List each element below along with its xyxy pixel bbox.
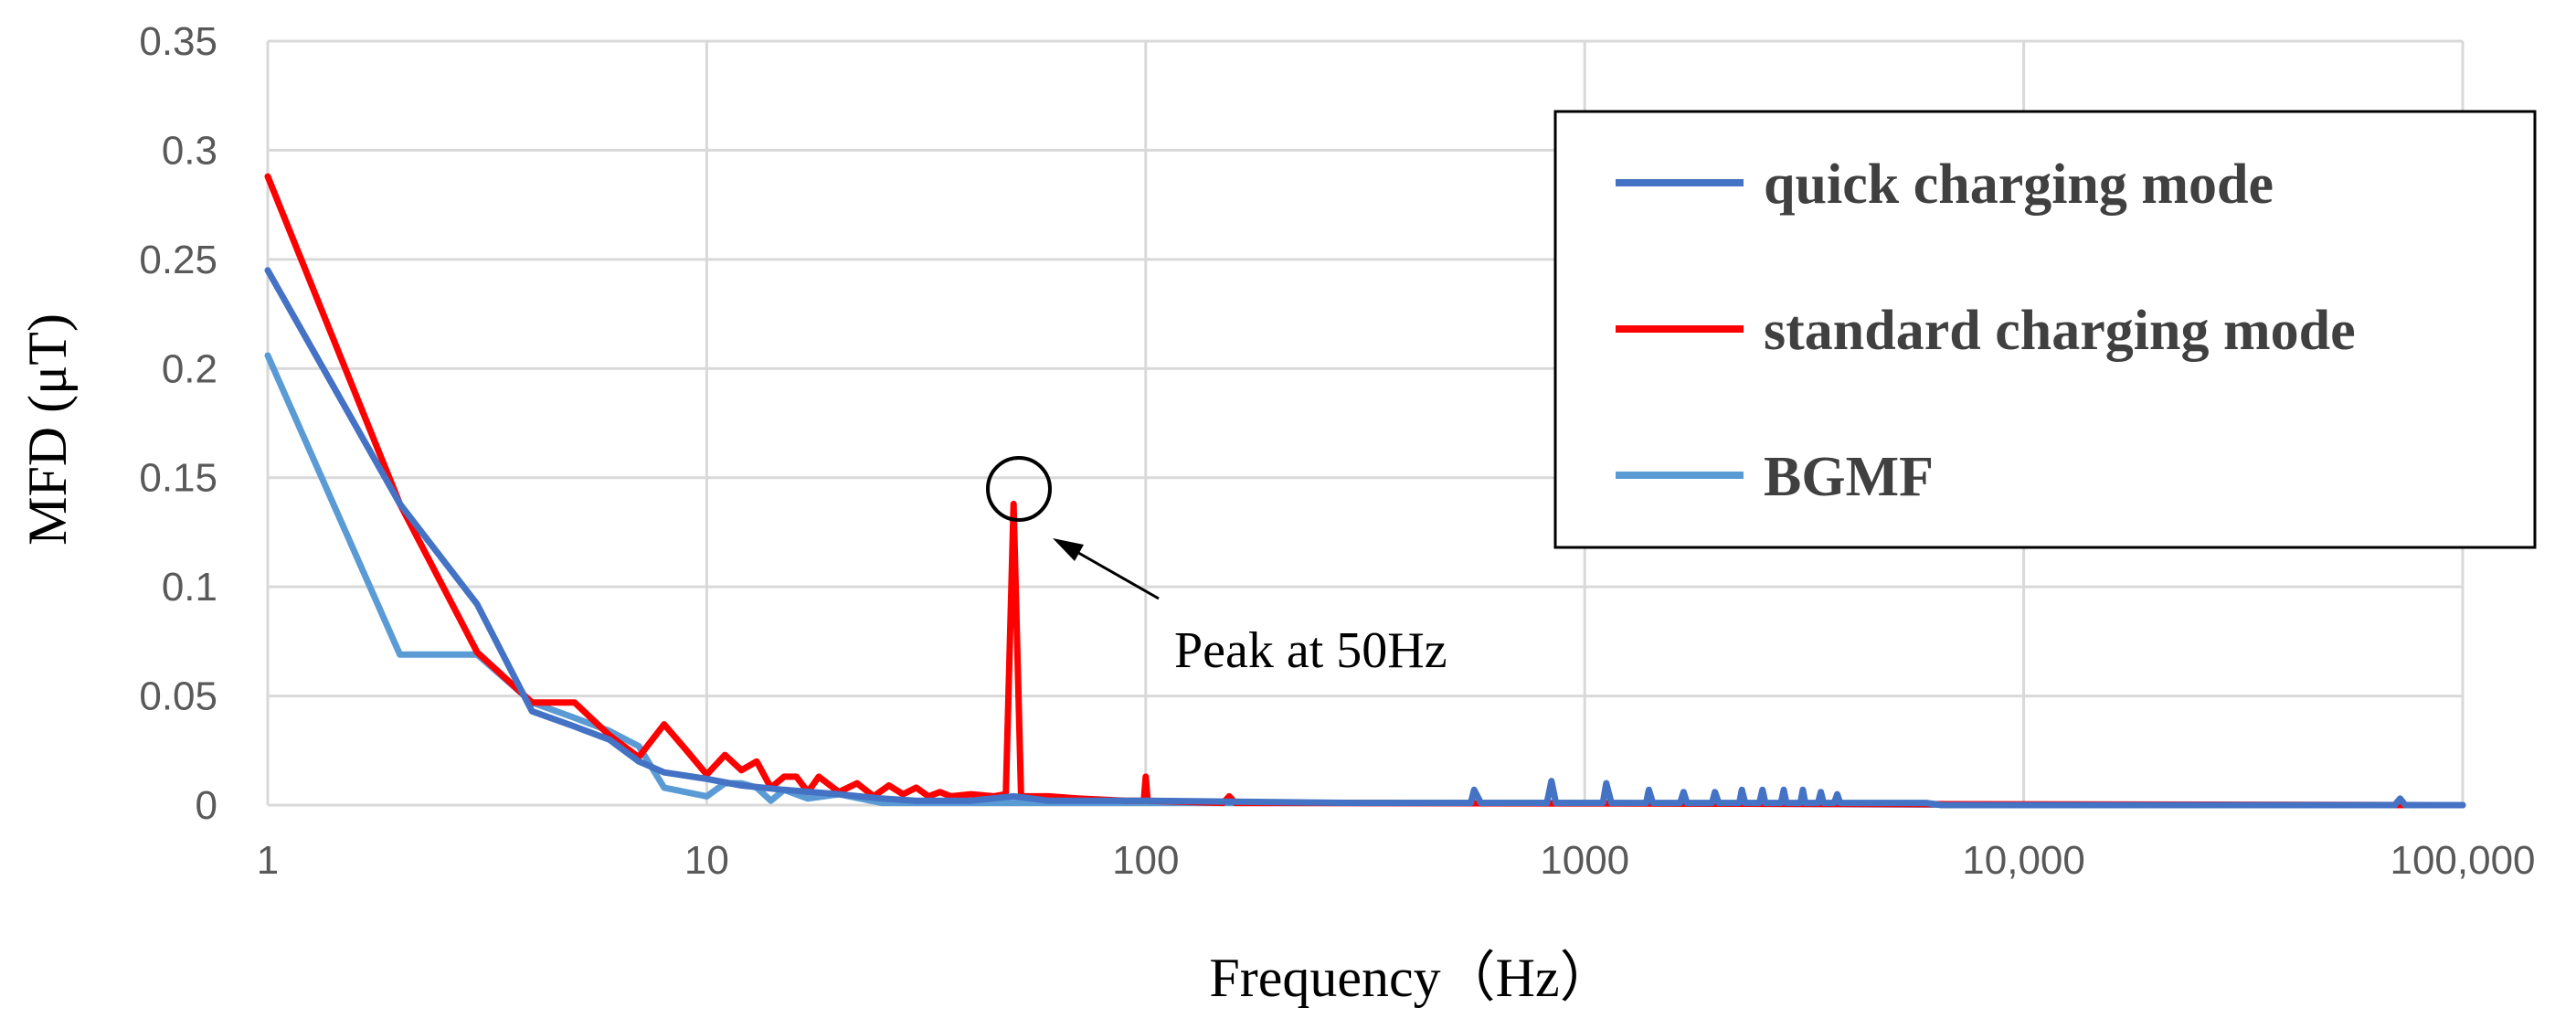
y-tick-label: 0.2 xyxy=(162,346,217,391)
x-tick-label: 100 xyxy=(1112,838,1179,883)
y-tick-label: 0.35 xyxy=(139,19,217,64)
series-line-quick-charging-mode xyxy=(264,267,2466,809)
peak-annotation-text: Peak at 50Hz xyxy=(1174,622,1447,679)
x-axis-title: Frequency（Hz） xyxy=(1209,948,1614,1008)
x-tick-label: 1 xyxy=(257,838,279,883)
legend-label: standard charging mode xyxy=(1764,300,2356,362)
peak-arrowhead xyxy=(1053,538,1084,561)
x-tick-labels: 1 10 100 1000 10,000 100,000 xyxy=(257,838,2536,883)
x-tick-label: 10,000 xyxy=(1962,838,2085,883)
legend: quick charging mode standard charging mod… xyxy=(1553,110,2537,549)
peak-annotation: Peak at 50Hz xyxy=(986,456,1447,679)
x-tick-label: 100,000 xyxy=(2390,838,2535,883)
legend-label: quick charging mode xyxy=(1764,154,2274,216)
y-tick-label: 0.05 xyxy=(139,674,217,719)
y-tick-label: 0 xyxy=(196,783,217,828)
series-lines xyxy=(264,173,2466,809)
legend-label: BGMF xyxy=(1764,446,1934,508)
x-tick-label: 1000 xyxy=(1540,838,1629,883)
series-line-bgmf xyxy=(264,352,2466,809)
y-tick-labels: 0 0.05 0.1 0.15 0.2 0.25 0.3 0.35 xyxy=(139,19,217,828)
x-tick-label: 10 xyxy=(684,838,729,883)
y-tick-label: 0.3 xyxy=(162,128,217,173)
y-tick-label: 0.1 xyxy=(162,565,217,610)
peak-arrow-line xyxy=(1066,545,1160,600)
peak-marker-circle xyxy=(986,456,1052,522)
y-axis-title: MFD (μT) xyxy=(17,313,78,546)
y-tick-label: 0.15 xyxy=(139,456,217,501)
y-tick-label: 0.25 xyxy=(139,238,217,282)
